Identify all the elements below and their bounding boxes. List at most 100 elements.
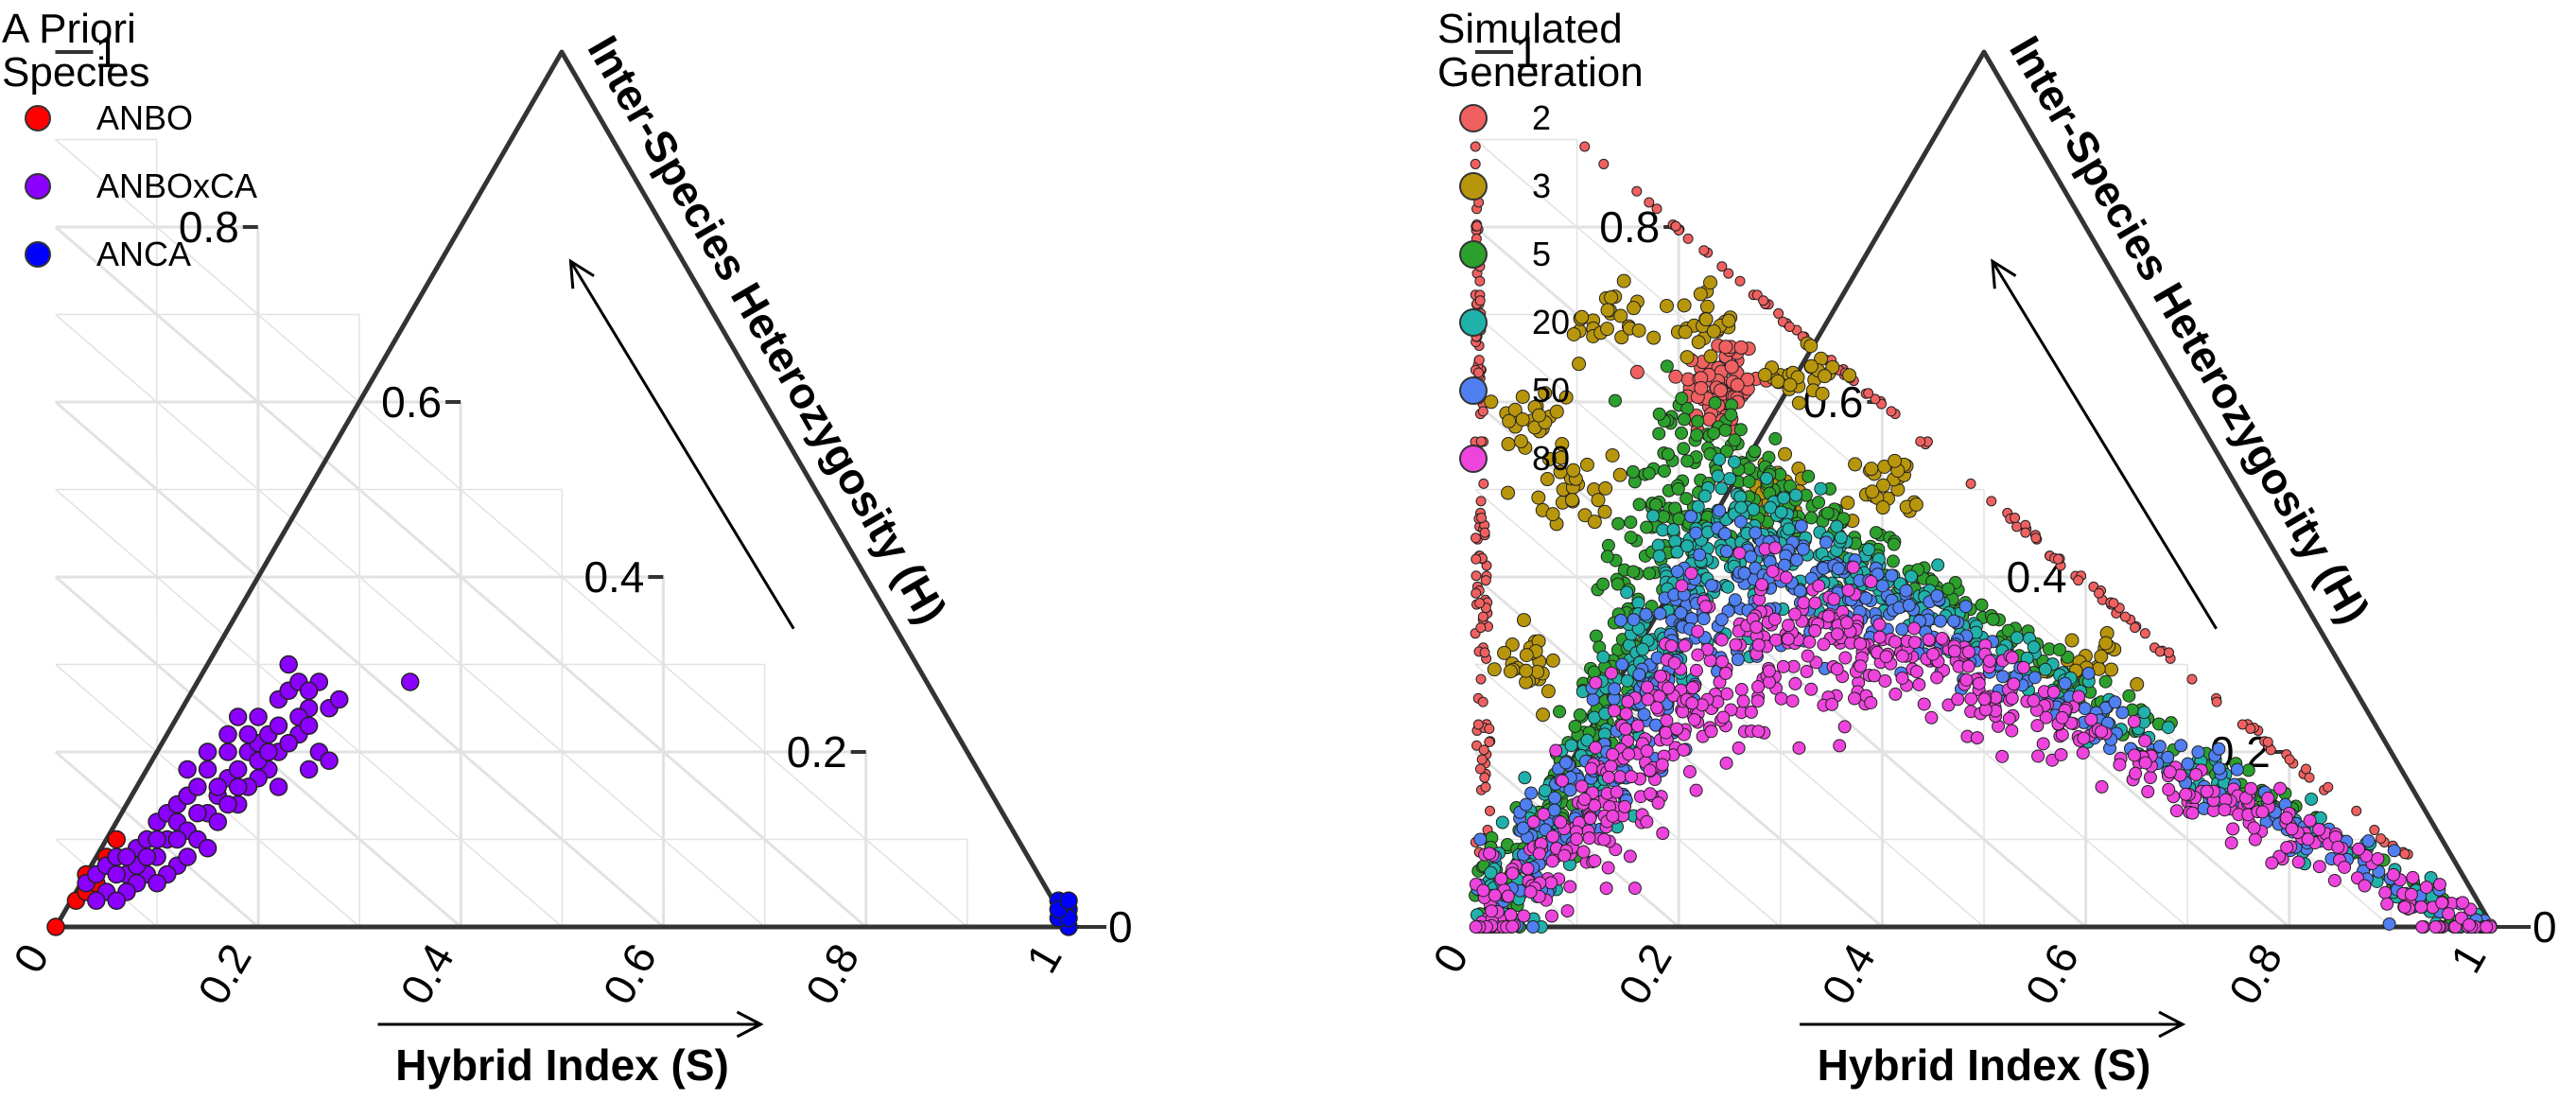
data-point: [1471, 570, 1482, 582]
data-point: [1782, 619, 1796, 633]
data-point: [1814, 481, 1828, 496]
data-point: [1875, 500, 1890, 515]
data-point: [1484, 736, 1495, 747]
data-point: [1624, 770, 1638, 784]
data-point: [1774, 505, 1788, 519]
data-point: [1792, 741, 1806, 755]
data-point: [1808, 623, 1822, 637]
data-point: [2027, 693, 2041, 707]
data-point: [1909, 665, 1923, 679]
data-point: [1608, 704, 1622, 718]
data-point: [1755, 578, 1769, 592]
data-point: [1719, 666, 1733, 680]
data-point: [1801, 649, 1815, 663]
data-point: [1059, 891, 1078, 910]
data-point: [1548, 791, 1562, 805]
data-point: [218, 794, 237, 814]
x-axis-arrowhead: [2158, 1010, 2186, 1039]
data-point: [1875, 579, 1889, 593]
data-point: [1689, 783, 1703, 797]
data-point: [1961, 645, 1976, 659]
data-point: [1931, 558, 1945, 572]
data-point: [2358, 879, 2372, 893]
x-tick-label: 0: [1423, 935, 1478, 981]
data-point: [1719, 544, 1733, 558]
data-point: [1580, 733, 1594, 747]
data-point: [2387, 844, 2401, 858]
data-point: [1611, 516, 1626, 531]
data-point: [1691, 648, 1705, 662]
data-point: [1577, 508, 1593, 523]
data-point: [1915, 436, 1926, 447]
data-point: [259, 742, 278, 761]
data-point: [1605, 447, 1620, 463]
data-point: [1886, 406, 1897, 417]
data-point: [1506, 919, 1520, 934]
data-point: [1516, 821, 1530, 835]
legend-marker: [1459, 376, 1488, 405]
data-point: [2138, 734, 2152, 748]
data-point: [1640, 680, 1654, 694]
data-point: [1632, 498, 1646, 512]
data-point: [1506, 866, 1520, 881]
data-point: [1627, 565, 1641, 579]
data-point: [1888, 687, 1903, 701]
data-point: [1515, 411, 1530, 427]
data-point: [1751, 725, 1766, 739]
data-point: [2406, 870, 2420, 884]
data-point: [1575, 779, 1589, 794]
data-point: [2141, 784, 2155, 798]
data-point: [1652, 427, 1666, 441]
data-point: [1501, 485, 1516, 500]
data-point: [1964, 691, 1978, 706]
data-point: [1783, 377, 1798, 393]
data-point: [2115, 706, 2130, 720]
data-point: [1479, 527, 1490, 538]
data-point: [1670, 545, 1684, 559]
data-point: [218, 742, 237, 761]
data-point: [1614, 330, 1629, 345]
data-point: [1838, 651, 1853, 665]
data-point: [1677, 298, 1692, 313]
data-point: [107, 829, 126, 849]
data-point: [1538, 386, 1553, 401]
data-point: [2331, 840, 2345, 854]
x-axis-arrowhead: [736, 1010, 764, 1039]
data-point: [1864, 462, 1879, 477]
data-point: [1808, 596, 1822, 610]
data-point: [2200, 784, 2214, 798]
data-point: [1789, 488, 1803, 502]
data-point: [1660, 298, 1675, 313]
data-point: [2129, 766, 2143, 780]
data-point: [1597, 504, 1612, 519]
data-point: [238, 725, 258, 744]
data-point: [1930, 588, 1944, 602]
data-point: [1675, 426, 1689, 440]
data-point: [1666, 523, 1680, 537]
data-point: [2404, 887, 2418, 901]
data-point: [1703, 275, 1718, 290]
data-point: [1733, 515, 1748, 529]
data-point: [2371, 851, 2385, 865]
data-point: [1497, 645, 1512, 660]
data-point: [1670, 722, 1684, 736]
data-point: [1476, 513, 1488, 524]
data-point: [1553, 705, 1567, 719]
data-point: [1704, 725, 1718, 739]
data-point: [2285, 822, 2299, 836]
data-point: [1477, 696, 1488, 707]
data-point: [1479, 647, 1490, 658]
data-point: [1908, 497, 1923, 512]
data-point: [1540, 472, 1555, 487]
data-point: [1899, 584, 1913, 598]
data-point: [320, 751, 339, 770]
data-point: [1554, 815, 1568, 829]
data-point: [1736, 694, 1750, 708]
data-point: [1693, 287, 1708, 302]
data-point: [1777, 491, 1791, 505]
data-point: [1584, 761, 1598, 776]
data-point: [1477, 611, 1488, 622]
data-point: [1733, 340, 1749, 355]
data-point: [228, 707, 248, 726]
data-point: [1770, 374, 1785, 389]
